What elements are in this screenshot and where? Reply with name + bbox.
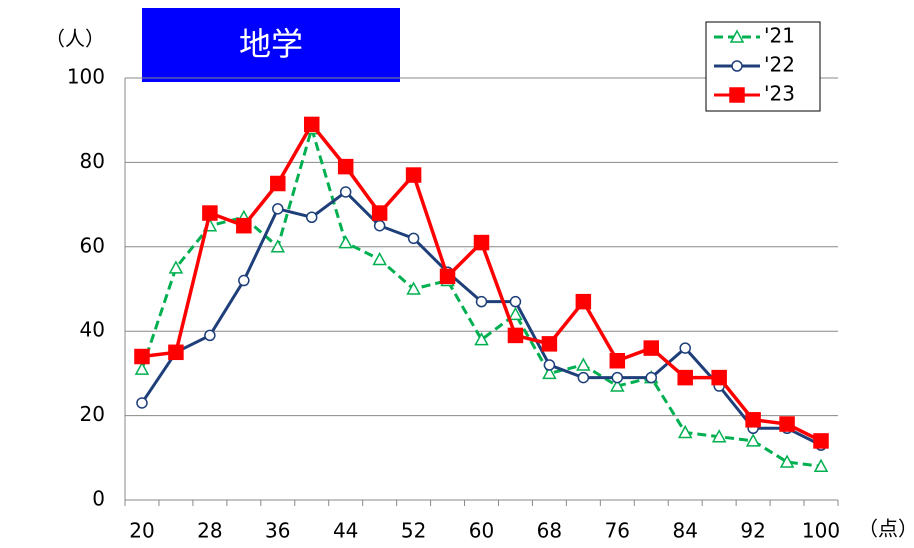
y-tick-label: 60 (80, 233, 105, 257)
legend-marker (729, 87, 745, 103)
point (236, 217, 252, 234)
point (204, 329, 216, 342)
point (610, 378, 625, 392)
point (677, 369, 693, 386)
point (473, 234, 490, 251)
point (134, 361, 150, 375)
x-tick-label: 76 (605, 519, 630, 543)
point (337, 158, 354, 175)
x-tick-label: 44 (333, 519, 358, 543)
y-tick-label: 20 (80, 402, 105, 426)
point (270, 175, 286, 192)
point (202, 205, 218, 221)
point (813, 458, 829, 472)
point (338, 235, 353, 249)
point (270, 239, 286, 253)
point (813, 433, 829, 449)
x-tick-label: 20 (129, 519, 154, 543)
point (779, 454, 795, 468)
point (609, 352, 626, 369)
point (575, 293, 592, 310)
point (405, 167, 422, 183)
point (407, 232, 420, 245)
title-box (142, 8, 400, 82)
series-line (140, 123, 822, 468)
x-tick-label: 84 (672, 519, 697, 543)
x-tick-label: 100 (802, 519, 840, 543)
point (507, 327, 524, 344)
legend-marker (731, 60, 743, 72)
point (543, 359, 556, 371)
point (474, 332, 489, 346)
point (475, 295, 488, 308)
chart-title: 地学 (239, 25, 303, 63)
point (711, 429, 727, 443)
legend-label: '21 (764, 24, 795, 48)
point (509, 295, 522, 308)
x-tick-label: 28 (197, 519, 222, 543)
legend-label: '22 (764, 53, 795, 77)
point (303, 116, 320, 133)
point (508, 306, 523, 321)
point (611, 371, 624, 384)
point (168, 344, 184, 361)
point (576, 357, 591, 371)
point (305, 211, 318, 224)
point (136, 397, 148, 409)
x-axis-label: （点） (858, 517, 914, 541)
point (439, 268, 456, 285)
point (339, 186, 352, 198)
point (577, 371, 590, 384)
point (238, 274, 250, 287)
x-tick-label: 52 (401, 519, 426, 543)
point (677, 424, 693, 439)
point (645, 371, 658, 384)
x-tick-label: 92 (740, 519, 765, 543)
legend-marker (729, 29, 745, 43)
legend-label: '23 (764, 82, 795, 106)
x-tick-label: 68 (537, 519, 562, 543)
y-axis-label: （人） (45, 27, 105, 51)
point (779, 416, 795, 432)
point (168, 260, 184, 274)
point (711, 369, 727, 386)
point (272, 203, 284, 215)
point (541, 336, 558, 352)
point (373, 219, 386, 232)
x-tick-label: 36 (265, 519, 290, 543)
y-tick-label: 100 (67, 65, 105, 89)
y-tick-label: 40 (80, 318, 105, 342)
point (542, 365, 557, 380)
y-tick-label: 80 (80, 149, 105, 173)
point (745, 433, 761, 447)
point (372, 251, 387, 266)
x-tick-label: 60 (469, 519, 494, 543)
point (134, 348, 150, 365)
point (679, 342, 691, 354)
point (745, 412, 761, 428)
point (371, 205, 388, 221)
point (643, 340, 660, 356)
y-tick-label: 0 (92, 487, 105, 511)
point (406, 281, 421, 295)
